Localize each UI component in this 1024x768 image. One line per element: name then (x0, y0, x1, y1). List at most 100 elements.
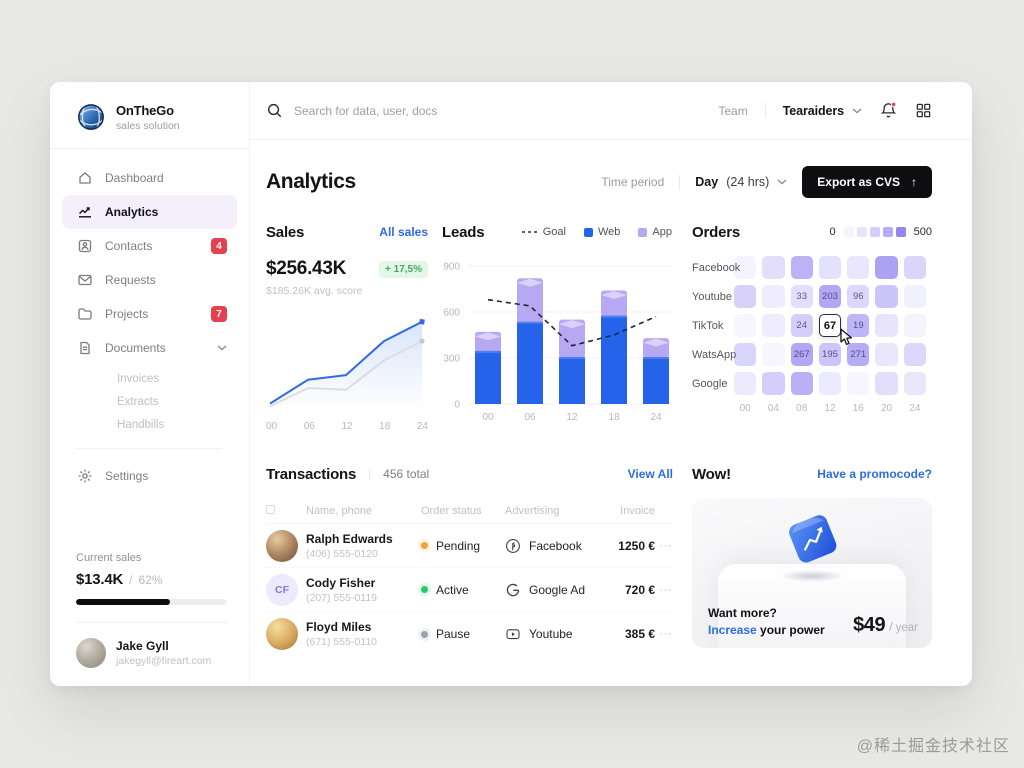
sidebar-item-dashboard[interactable]: Dashboard (62, 161, 237, 195)
status-dot (421, 586, 428, 593)
sidebar-item-label: Dashboard (105, 171, 164, 185)
export-csv-button[interactable]: Export as CVS ↑ (802, 166, 932, 198)
x-tick: 00 (739, 403, 751, 414)
col-invoice: Invoice (620, 504, 655, 517)
scale-swatch (843, 227, 854, 237)
notification-badge: 4 (211, 238, 227, 254)
heatmap-cell-google-24[interactable] (903, 372, 926, 395)
promo-banner[interactable]: Want more? Increase your power $49 / yea… (692, 498, 932, 648)
heatmap-cell-watsapp-12[interactable]: 195 (818, 343, 842, 366)
table-row[interactable]: Ralph Edwards (406) 555-0120 Pending Facebo… (266, 524, 673, 568)
sidebar-subitem-invoices[interactable]: Invoices (117, 372, 160, 385)
time-period-dropdown[interactable]: Day (24 hrs) (695, 175, 787, 189)
heatmap-cell-youtube-08[interactable]: 33 (790, 285, 813, 308)
main-area: Team Tearaiders (250, 82, 972, 686)
apps-grid-button[interactable] (915, 102, 932, 119)
heatmap-cell-google-08[interactable] (790, 372, 813, 395)
sidebar-subitem-extracts[interactable]: Extracts (117, 395, 159, 408)
table-row[interactable]: Floyd Miles (671) 555-0110 Pause Youtube 385… (266, 612, 673, 656)
heatmap-cell-tiktok-24[interactable] (903, 314, 927, 337)
heatmap-cell-tiktok-04[interactable] (762, 314, 785, 337)
heatmap-cell-google-00[interactable] (734, 372, 757, 395)
advertising-label: Facebook (529, 538, 582, 553)
row-avatar: CF (266, 573, 298, 606)
heatmap-cell-watsapp-24[interactable] (903, 343, 926, 366)
heatmap-cell-google-16[interactable] (847, 372, 870, 395)
user-avatar (76, 638, 106, 668)
sidebar-item-label: Projects (105, 307, 149, 321)
workspace-dropdown[interactable]: Tearaiders (783, 104, 862, 118)
heatmap-cell-facebook-08[interactable] (790, 256, 813, 279)
all-sales-link[interactable]: All sales (379, 225, 428, 239)
select-all-checkbox[interactable] (266, 504, 275, 514)
sidebar-item-label: Requests (105, 273, 156, 287)
svg-text:00: 00 (482, 412, 494, 423)
content: Analytics Time period Day (24 hrs) Expor… (250, 140, 972, 686)
promocode-link[interactable]: Have a promocode? (817, 467, 932, 481)
heatmap-cell-tiktok-08[interactable]: 24 (790, 314, 813, 337)
x-tick: 06 (303, 421, 315, 432)
heatmap-cell-watsapp-16[interactable]: 271 (847, 343, 870, 366)
cube-shadow (779, 570, 845, 582)
heatmap-cell-youtube-20[interactable] (875, 285, 898, 308)
row-avatar (266, 618, 298, 650)
heatmap-cell-watsapp-20[interactable] (875, 343, 898, 366)
heatmap-cell-watsapp-04[interactable] (762, 343, 785, 366)
notifications-button[interactable] (879, 101, 898, 120)
heatmap-row-tiktok: TikTok 24 67 19 (692, 314, 932, 337)
sidebar-item-projects[interactable]: Projects 7 (62, 297, 237, 331)
legend-app-label: App (652, 226, 672, 238)
row-menu-button[interactable]: ⋯ (659, 581, 673, 597)
legend-web-label: Web (598, 226, 621, 238)
heatmap-cell-facebook-12[interactable] (818, 256, 842, 279)
heatmap-cell-youtube-24[interactable] (903, 285, 926, 308)
pedestal-graphic (718, 564, 906, 648)
heatmap-cell-watsapp-08[interactable]: 267 (790, 343, 813, 366)
sidebar-item-documents[interactable]: Documents (62, 331, 237, 365)
svg-text:06: 06 (524, 412, 536, 423)
analytics-icon (77, 204, 93, 220)
heatmap-cell-youtube-16[interactable]: 96 (847, 285, 870, 308)
search-input[interactable] (294, 103, 544, 118)
svg-text:900: 900 (443, 262, 460, 273)
sidebar-item-label: Contacts (105, 239, 153, 253)
leads-bar-chart: 900 600 300 0 00 06 12 18 24 (442, 256, 672, 424)
heatmap-cell-google-20[interactable] (875, 372, 898, 395)
sidebar-item-label: Analytics (105, 205, 159, 219)
heatmap-cell-youtube-04[interactable] (762, 285, 785, 308)
heatmap-cell-facebook-20[interactable] (875, 256, 898, 279)
time-period-label: Time period (601, 175, 665, 189)
heatmap-cell-tiktok-16[interactable]: 19 (847, 314, 870, 337)
heatmap-cell-tiktok-12[interactable]: 67 (818, 314, 842, 337)
sidebar-item-contacts[interactable]: Contacts 4 (62, 229, 237, 263)
row-menu-button[interactable]: ⋯ (659, 537, 673, 553)
heatmap-cell-youtube-12[interactable]: 203 (818, 285, 842, 308)
heatmap-cell-facebook-16[interactable] (847, 256, 870, 279)
legend-goal-label: Goal (542, 226, 566, 238)
heatmap-cell-youtube-00[interactable] (734, 285, 757, 308)
mouse-cursor (838, 328, 855, 346)
heatmap-cell-facebook-04[interactable] (762, 256, 785, 279)
view-all-link[interactable]: View All (627, 467, 673, 481)
user-profile[interactable]: Jake Gyll jakegyll@fireart.com (76, 638, 227, 668)
heatmap-cell-google-12[interactable] (818, 372, 842, 395)
chevron-down-icon (217, 345, 227, 351)
sidebar-item-requests[interactable]: Requests (62, 263, 237, 297)
svg-text:24: 24 (650, 412, 662, 423)
sidebar-item-analytics[interactable]: Analytics (62, 195, 237, 229)
x-tick: 18 (379, 421, 391, 432)
heatmap-cell-tiktok-00[interactable] (734, 314, 757, 337)
scale-max: 500 (913, 226, 932, 238)
heatmap-cell-tiktok-20[interactable] (875, 314, 898, 337)
sidebar-subitem-handbills[interactable]: Handbills (117, 418, 165, 431)
heatmap-cell-google-04[interactable] (762, 372, 785, 395)
heatmap-cell-facebook-24[interactable] (903, 256, 926, 279)
invoice-amount: 385 € (624, 627, 655, 641)
heatmap-row-label: WatsApp (692, 348, 737, 361)
current-sales-label: Current sales (76, 552, 142, 564)
heatmap-cell-watsapp-00[interactable] (734, 343, 757, 366)
table-row[interactable]: CF Cody Fisher (207) 555-0119 Active Google … (266, 568, 673, 612)
sidebar-item-settings[interactable]: Settings (62, 459, 237, 493)
heatmap-cell-facebook-00[interactable] (734, 256, 757, 279)
row-menu-button[interactable]: ⋯ (659, 626, 673, 641)
